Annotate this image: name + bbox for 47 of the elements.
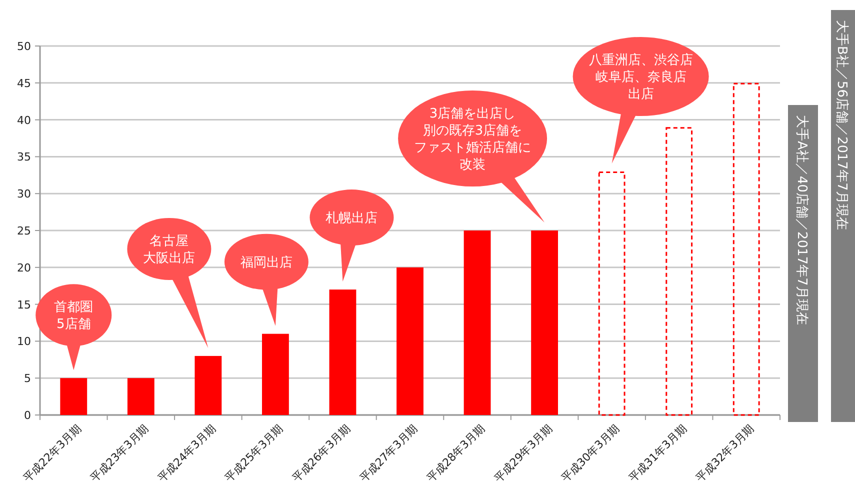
text: 大手B社／56店舗／2017年7月現在 (834, 20, 850, 230)
bar (732, 82, 760, 416)
y-tick-label: 15 (17, 298, 31, 312)
bar (464, 230, 491, 415)
y-tick-label: 0 (24, 409, 31, 422)
x-tick-label: 平成31年3月期 (626, 422, 690, 485)
bar (262, 334, 289, 415)
bar (194, 356, 222, 415)
annotation: 首都圏5店舗 (54, 300, 94, 332)
y-tick-label: 30 (17, 188, 31, 201)
y-tick-label: 5 (24, 372, 31, 386)
annotation: 札幌出店 (326, 210, 378, 226)
annotation: 福岡出店 (240, 254, 292, 270)
x-tick-label: 平成22年3月期 (20, 422, 84, 485)
x-tick-label: 平成27年3月期 (357, 422, 420, 485)
bar (598, 171, 626, 416)
bar (531, 230, 558, 415)
y-tick-label: 10 (17, 335, 31, 348)
bar (396, 267, 424, 415)
x-tick-label: 平成30年3月期 (559, 422, 622, 485)
bar (666, 127, 693, 416)
y-tick-label: 40 (17, 114, 31, 127)
bar (60, 378, 88, 415)
y-tick-label: 45 (17, 76, 31, 90)
callout: 札幌出店 (310, 190, 394, 282)
x-tick-label: 平成23年3月期 (88, 422, 152, 485)
callout: 福岡出店 (224, 234, 308, 326)
y-tick-label: 35 (17, 150, 31, 164)
callout: 八重洲店、渋谷店岐阜店、奈良店出店 (572, 36, 709, 164)
y-tick-label: 25 (17, 224, 31, 238)
callout: 名古屋大阪出店 (127, 218, 212, 348)
x-tick-label: 平成24年3月期 (155, 422, 218, 485)
x-tick-label: 平成25年3月期 (222, 422, 286, 485)
annotation: 八重洲店、渋谷店岐阜店、奈良店出店 (588, 52, 693, 102)
bar (127, 378, 154, 415)
x-tick-label: 平成32年3月期 (694, 422, 756, 485)
x-tick-label: 平成29年3月期 (492, 422, 555, 485)
annotation: 3店舗を出店し別の既存3店舗をファスト婚活店舗に改装 (414, 106, 532, 173)
bar (329, 290, 356, 415)
x-tick-label: 平成26年3月期 (290, 422, 353, 485)
callout: 首都圏5店舗 (36, 284, 112, 370)
y-tick-label: 50 (17, 40, 31, 53)
x-tick-label: 平成28年3月期 (424, 422, 488, 485)
text: 大手A社／40店舗／2017年7月現在 (794, 115, 810, 325)
y-tick-label: 20 (17, 261, 31, 274)
annotation: 名古屋大阪出店 (143, 234, 196, 266)
callout: 3店舗を出店し別の既存3店舗をファスト婚活店舗に改装 (398, 90, 548, 222)
